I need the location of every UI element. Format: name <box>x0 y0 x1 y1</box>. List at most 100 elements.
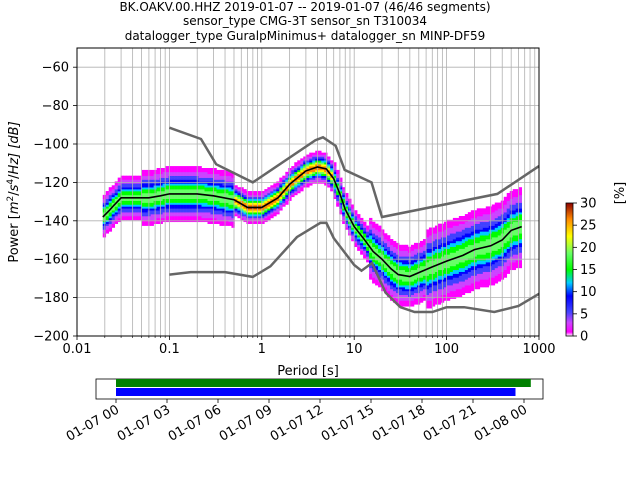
heatmap-cell <box>452 271 457 274</box>
heatmap-cell <box>482 265 487 269</box>
heatmap-cell <box>135 194 139 198</box>
heatmap-cell <box>315 154 319 157</box>
heatmap-cell <box>443 285 448 288</box>
heatmap-cell <box>428 304 433 307</box>
heatmap-cell <box>123 185 127 188</box>
heatmap-cell <box>207 214 211 217</box>
heatmap-cell <box>372 271 376 274</box>
heatmap-cell <box>117 179 122 182</box>
heatmap-cell <box>222 175 226 178</box>
heatmap-cell <box>515 206 520 209</box>
heatmap-cell <box>402 252 406 255</box>
heatmap-cell <box>381 235 385 238</box>
heatmap-cell <box>264 191 268 194</box>
heatmap-cell <box>491 229 496 232</box>
heatmap-cell <box>464 244 469 248</box>
heatmap-cell <box>378 237 382 240</box>
chart-title: BK.OAKV.00.HHZ 2019-01-07 -- 2019-01-07 … <box>119 0 490 43</box>
heatmap-cell <box>264 217 268 221</box>
heatmap-cell <box>476 217 481 221</box>
heatmap-cell <box>174 166 178 169</box>
heatmap-cell <box>360 250 364 253</box>
heatmap-cell <box>120 194 125 198</box>
heatmap-cell <box>156 217 160 221</box>
heatmap-cell <box>216 217 220 221</box>
heatmap-cell <box>387 235 391 238</box>
heatmap-cell <box>201 169 205 173</box>
heatmap-cell <box>291 185 295 188</box>
heatmap-cell <box>473 227 478 230</box>
heatmap-cell <box>467 248 472 251</box>
heatmap-cell <box>144 210 148 213</box>
heatmap-cell <box>354 225 358 228</box>
heatmap-cell <box>485 285 490 288</box>
heatmap-cell <box>156 212 160 215</box>
heatmap-cell <box>192 196 196 200</box>
heatmap-cell <box>518 233 523 236</box>
heatmap-cell <box>330 168 334 171</box>
heatmap-cell <box>171 200 175 203</box>
heatmap-cell <box>222 204 226 207</box>
heatmap-cell <box>470 260 475 263</box>
heatmap-cell <box>162 183 166 186</box>
heatmap-cell <box>198 210 202 213</box>
heatmap-cell <box>482 248 487 251</box>
heatmap-cell <box>503 204 508 207</box>
heatmap-cell <box>443 250 448 253</box>
heatmap-cell <box>117 204 122 207</box>
heatmap-cell <box>165 210 169 213</box>
heatmap-cell <box>485 208 490 211</box>
heatmap-cell <box>243 194 247 198</box>
heatmap-cell <box>402 290 406 294</box>
heatmap-cell <box>120 192 125 196</box>
heatmap-cell <box>422 294 427 297</box>
heatmap-cell <box>252 198 256 201</box>
heatmap-cell <box>485 233 490 236</box>
heatmap-cell <box>425 281 430 284</box>
heatmap-cell <box>455 254 460 257</box>
heatmap-cell <box>123 183 127 186</box>
heatmap-cell <box>431 285 436 288</box>
heatmap-cell <box>467 267 472 271</box>
heatmap-cell <box>351 227 355 230</box>
heatmap-cell <box>428 240 433 244</box>
heatmap-cell <box>387 279 391 282</box>
heatmap-cell <box>351 231 355 234</box>
heatmap-cell <box>267 194 271 198</box>
heatmap-cell <box>473 256 478 259</box>
heatmap-cell <box>171 171 175 175</box>
heatmap-cell <box>108 223 113 226</box>
heatmap-cell <box>141 189 145 192</box>
heatmap-cell <box>512 242 517 246</box>
heatmap-cell <box>165 198 169 201</box>
heatmap-cell <box>428 237 433 240</box>
heatmap-cell <box>129 189 133 192</box>
heatmap-cell <box>282 177 286 180</box>
heatmap-cell <box>120 208 125 211</box>
heatmap-cell <box>132 206 136 209</box>
heatmap-cell <box>497 254 502 257</box>
heatmap-cell <box>333 175 337 178</box>
heatmap-cell <box>470 210 475 213</box>
heatmap-cell <box>479 250 484 253</box>
heatmap-cell <box>174 187 178 190</box>
heatmap-cell <box>111 185 116 188</box>
heatmap-cell <box>321 175 325 178</box>
heatmap-cell <box>384 256 388 259</box>
heatmap-cell <box>396 294 400 297</box>
heatmap-cell <box>437 287 442 290</box>
heatmap-cell <box>186 212 190 215</box>
heatmap-cell <box>399 250 403 253</box>
heatmap-cell <box>279 187 283 190</box>
heatmap-cell <box>461 279 466 282</box>
heatmap-cell <box>174 185 178 188</box>
heatmap-cell <box>506 221 511 224</box>
heatmap-cell <box>476 287 481 290</box>
heatmap-cell <box>434 279 439 282</box>
heatmap-cell <box>207 198 211 201</box>
heatmap-cell <box>228 192 232 196</box>
heatmap-cell <box>425 233 430 236</box>
heatmap-cell <box>494 256 499 259</box>
heatmap-cell <box>312 152 316 155</box>
heatmap-cell <box>225 192 229 196</box>
